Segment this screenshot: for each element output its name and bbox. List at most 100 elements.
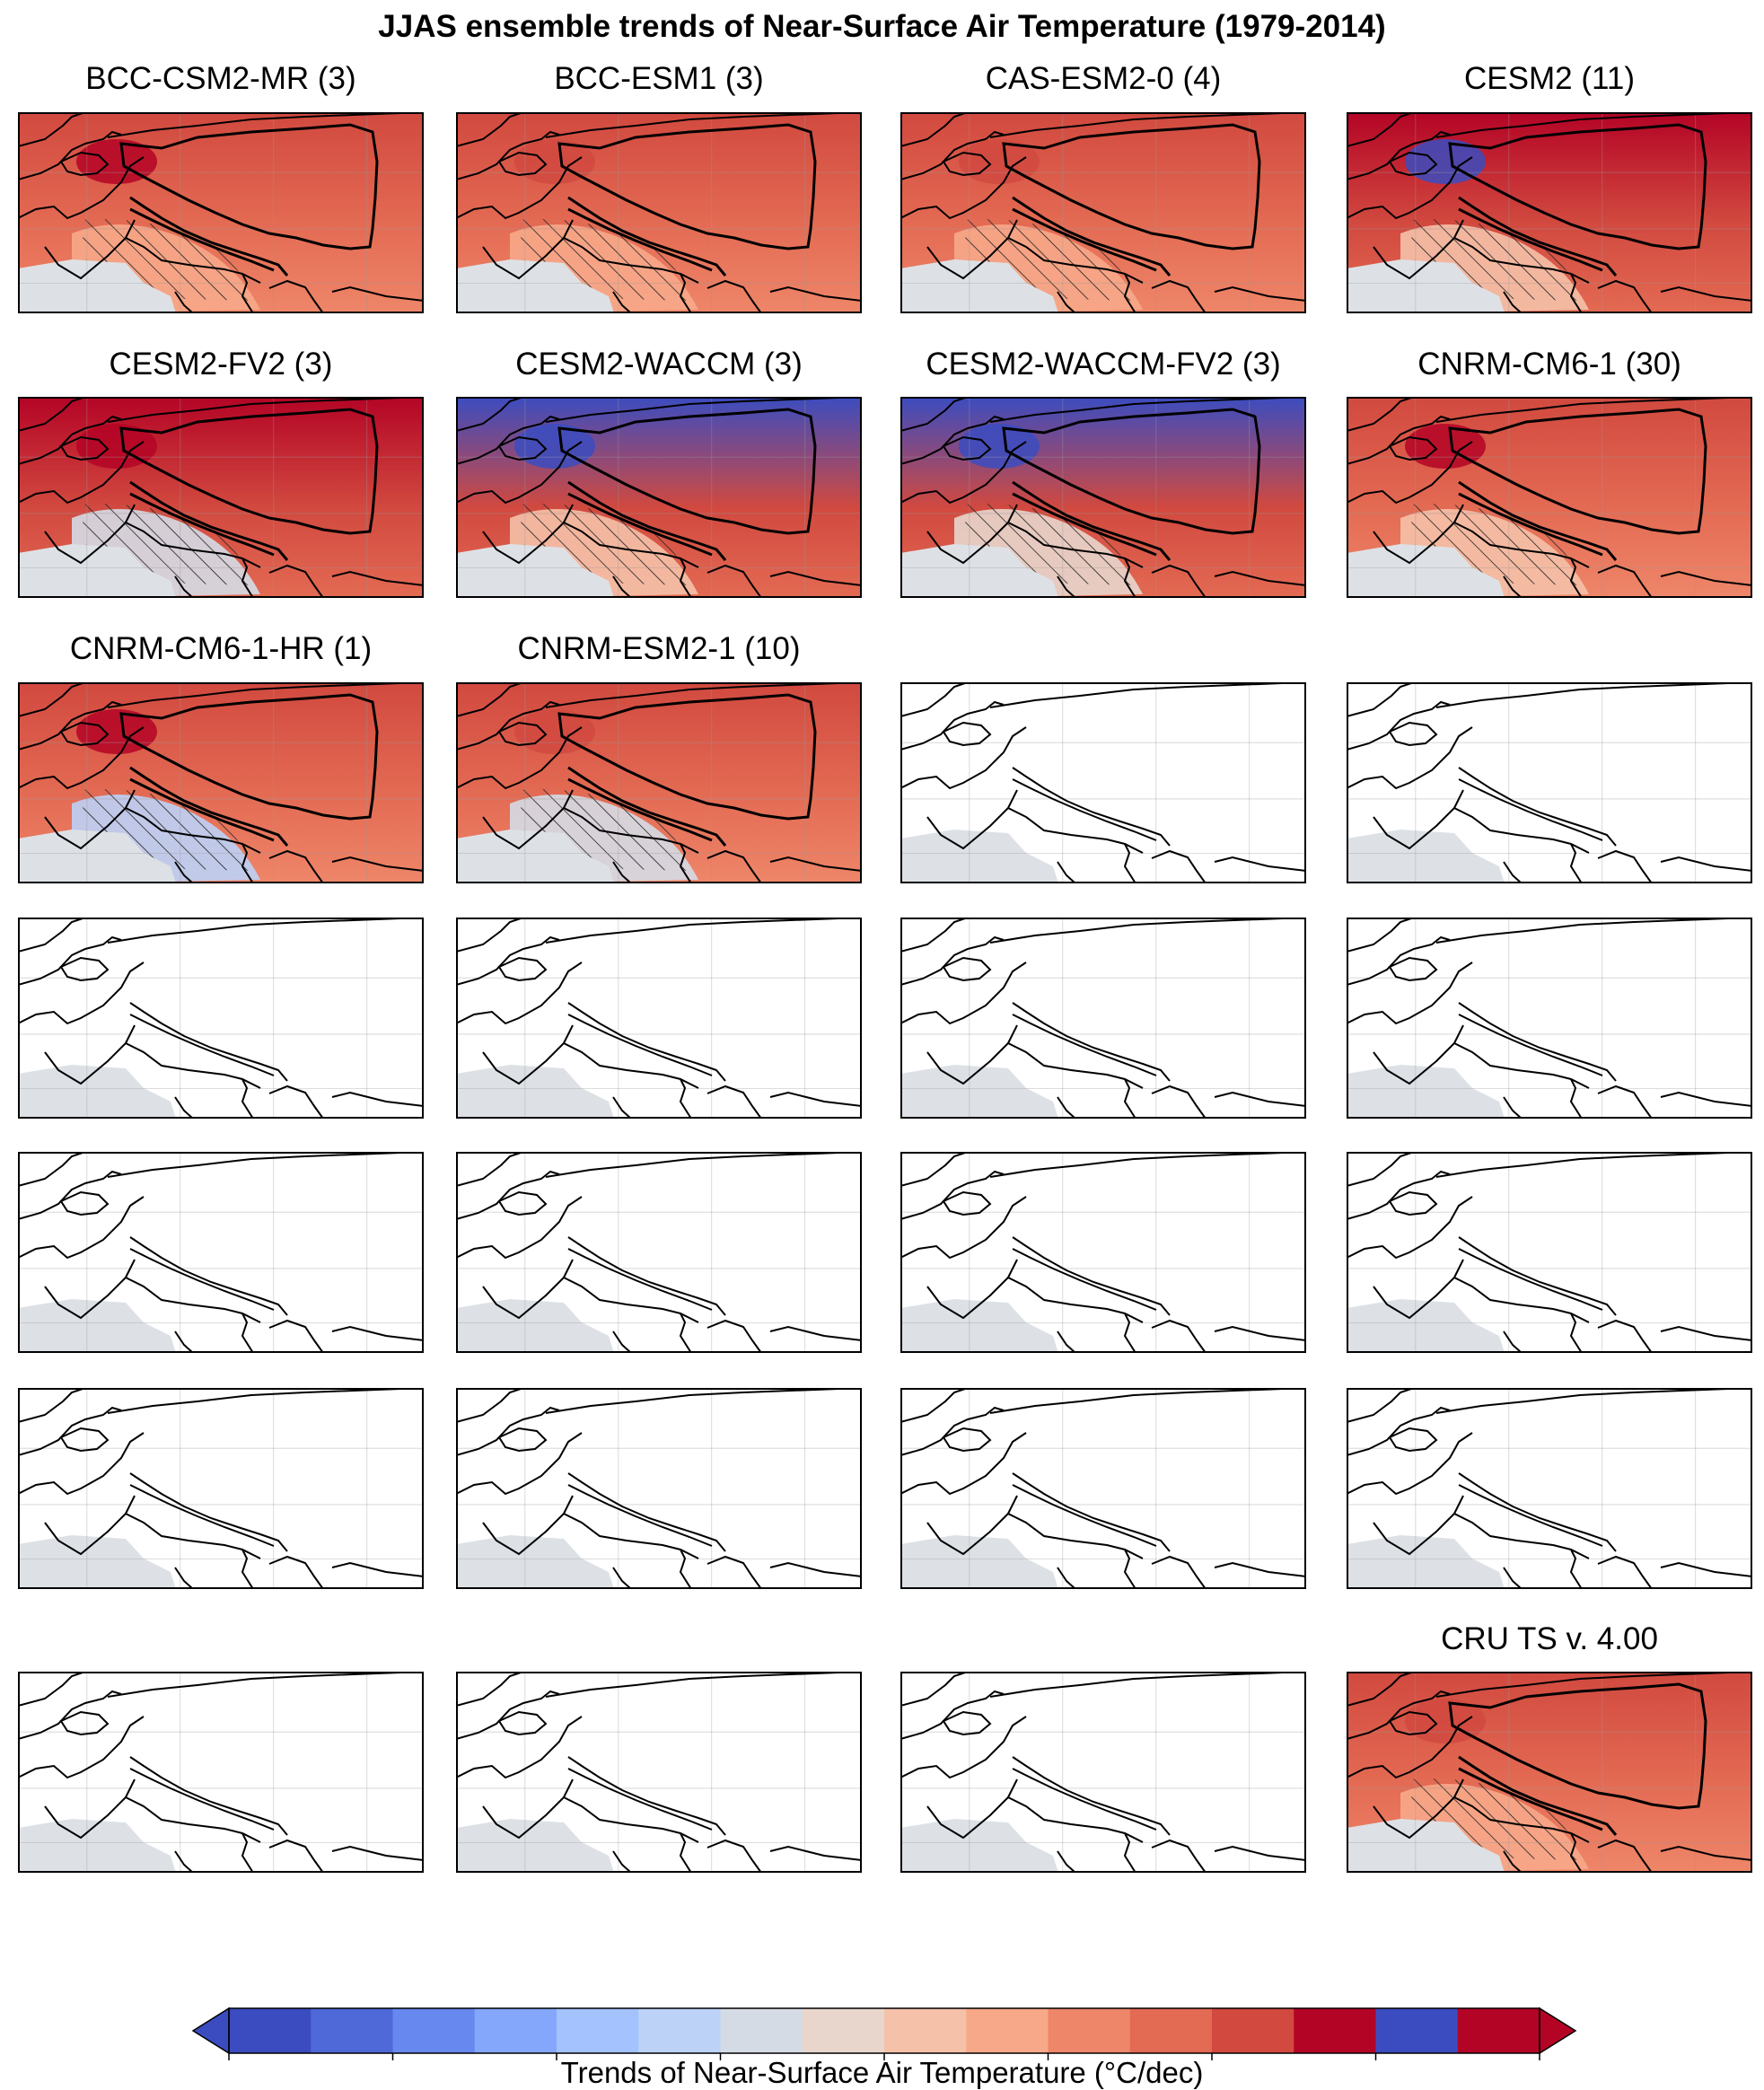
country-border	[1347, 935, 1451, 986]
country-border	[18, 1152, 86, 1187]
map-panel	[1347, 1672, 1752, 1873]
colorbar-extend-low	[191, 2007, 230, 2055]
country-border	[1347, 918, 1415, 953]
plateau-outline	[119, 123, 379, 250]
country-border	[497, 1427, 548, 1453]
country-border	[679, 1078, 692, 1119]
country-border	[1388, 151, 1438, 177]
country-border	[900, 1690, 1005, 1740]
country-border	[456, 1388, 524, 1423]
country-border	[331, 570, 424, 586]
country-border	[942, 1427, 992, 1453]
panel-frame	[900, 112, 1306, 313]
country-border	[989, 397, 1306, 423]
country-border	[44, 789, 136, 850]
country-border	[482, 1495, 574, 1556]
country-border	[456, 700, 560, 751]
country-border	[900, 112, 969, 147]
country-border	[1057, 1330, 1076, 1353]
country-border	[59, 435, 110, 461]
country-border	[900, 1152, 969, 1187]
country-border	[900, 156, 1027, 220]
country-border	[567, 1472, 726, 1552]
country-border	[18, 441, 145, 505]
country-border	[989, 682, 1306, 708]
country-border	[44, 1495, 136, 1556]
panel-title: CRU TS v. 4.00	[1441, 1621, 1658, 1656]
country-border	[942, 956, 992, 982]
country-border	[900, 1432, 1027, 1496]
country-border	[567, 1756, 726, 1836]
himalaya-outline	[1458, 480, 1618, 561]
country-border	[1347, 156, 1473, 220]
country-border	[268, 279, 324, 313]
ocean-area	[18, 1819, 176, 1873]
country-border	[241, 843, 254, 883]
country-border	[1347, 415, 1451, 465]
country-border	[1597, 1319, 1653, 1353]
panel-frame	[1347, 1672, 1752, 1873]
country-border	[1151, 1555, 1207, 1589]
country-border	[1347, 726, 1473, 790]
country-border	[612, 1567, 632, 1589]
country-border	[545, 1672, 862, 1698]
plateau-outline	[1002, 408, 1261, 535]
country-border	[456, 130, 560, 180]
panel-frame	[18, 682, 424, 883]
country-border	[1660, 1561, 1752, 1577]
country-border	[900, 962, 1027, 1025]
ocean-area	[1347, 1065, 1505, 1119]
country-border	[900, 918, 969, 953]
country-border	[1597, 279, 1653, 313]
country-border	[545, 112, 862, 138]
country-border	[129, 1002, 288, 1082]
country-border	[18, 1170, 122, 1220]
country-border	[456, 397, 524, 432]
country-border	[679, 558, 692, 598]
ocean-area	[900, 1819, 1058, 1873]
country-border	[18, 726, 145, 790]
panel-frame	[1347, 1388, 1752, 1589]
ocean-area	[1347, 1819, 1505, 1873]
country-border	[900, 1406, 1005, 1456]
country-border	[1123, 1078, 1137, 1119]
country-border	[44, 1778, 136, 1840]
himalaya-outline	[1458, 1755, 1618, 1836]
country-border	[1503, 291, 1523, 313]
country-border	[18, 130, 122, 180]
country-border	[1458, 1472, 1617, 1552]
ocean-area	[900, 259, 1058, 313]
ocean-area	[456, 830, 614, 883]
country-border	[1597, 564, 1653, 598]
country-border	[900, 130, 1005, 180]
country-border	[942, 151, 992, 177]
panel-title: CESM2-FV2 (3)	[109, 347, 333, 382]
ocean-area	[900, 1535, 1058, 1589]
country-border	[989, 918, 1306, 944]
country-border	[706, 564, 762, 598]
country-border	[1388, 1710, 1438, 1736]
country-border	[769, 1091, 862, 1107]
panel-frame	[1347, 682, 1752, 883]
country-border	[1214, 570, 1306, 586]
panel-frame	[456, 1672, 862, 1873]
plateau-outline	[1448, 123, 1707, 250]
country-border	[1214, 1325, 1306, 1341]
country-border	[769, 285, 862, 302]
panel-frame	[456, 1152, 862, 1353]
country-border	[1373, 1259, 1464, 1320]
country-border	[1373, 789, 1464, 850]
country-border	[241, 558, 254, 598]
country-border	[241, 1832, 254, 1873]
country-border	[456, 1690, 560, 1740]
country-border	[900, 1388, 969, 1423]
country-border	[107, 1152, 424, 1178]
country-border	[482, 1259, 574, 1320]
ocean-area	[900, 830, 1058, 883]
himalaya-outline	[129, 766, 289, 847]
country-border	[1503, 1850, 1523, 1873]
country-border	[1012, 1236, 1171, 1316]
country-border	[456, 935, 560, 986]
country-border	[942, 1190, 992, 1216]
panel-frame	[1347, 1152, 1752, 1353]
